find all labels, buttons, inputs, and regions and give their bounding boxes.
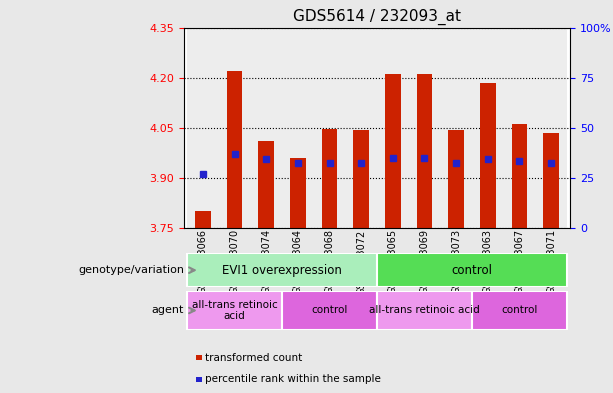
Bar — [448, 130, 464, 228]
Bar — [187, 28, 219, 228]
Bar — [472, 28, 504, 228]
Bar — [322, 129, 337, 228]
Bar — [377, 253, 567, 287]
Bar — [480, 83, 496, 228]
Bar — [187, 291, 282, 330]
Bar — [543, 133, 559, 228]
Text: percentile rank within the sample: percentile rank within the sample — [205, 374, 381, 384]
Text: agent: agent — [151, 305, 184, 316]
Bar — [377, 28, 409, 228]
Text: EVI1 overexpression: EVI1 overexpression — [222, 264, 342, 277]
Bar — [187, 253, 377, 287]
Text: transformed count: transformed count — [205, 353, 302, 363]
Bar — [417, 74, 432, 228]
Bar — [290, 158, 306, 228]
Bar — [504, 28, 535, 228]
Text: genotype/variation: genotype/variation — [78, 265, 184, 275]
Bar — [472, 291, 567, 330]
Title: GDS5614 / 232093_at: GDS5614 / 232093_at — [293, 9, 461, 25]
Bar — [353, 130, 369, 228]
Text: control: control — [311, 305, 348, 316]
Bar — [195, 211, 211, 228]
Bar — [282, 28, 314, 228]
Bar — [377, 291, 472, 330]
Text: control: control — [501, 305, 538, 316]
Bar — [282, 291, 377, 330]
Bar — [227, 71, 243, 228]
Bar — [345, 28, 377, 228]
Bar — [535, 28, 567, 228]
Bar — [219, 28, 250, 228]
Bar — [511, 125, 527, 228]
Text: all-trans retinoic acid: all-trans retinoic acid — [369, 305, 480, 316]
Bar — [385, 74, 401, 228]
Text: control: control — [451, 264, 492, 277]
Bar — [258, 141, 274, 228]
Bar — [250, 28, 282, 228]
Bar — [409, 28, 440, 228]
Bar — [440, 28, 472, 228]
Bar — [314, 28, 345, 228]
Text: all-trans retinoic
acid: all-trans retinoic acid — [192, 300, 278, 321]
